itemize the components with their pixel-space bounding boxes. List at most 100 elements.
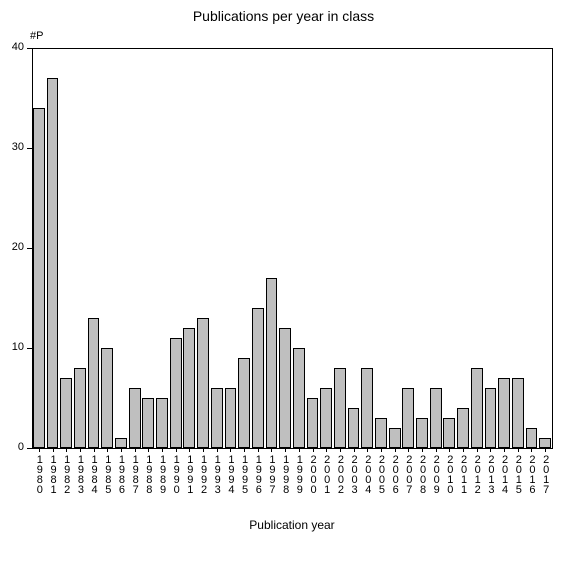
x-tick <box>258 448 259 452</box>
bar <box>183 328 195 448</box>
bar <box>485 388 497 448</box>
bar <box>375 418 387 448</box>
x-tick-label: 1992 <box>197 454 209 494</box>
x-tick <box>39 448 40 452</box>
bar <box>526 428 538 448</box>
x-tick <box>422 448 423 452</box>
x-tick <box>518 448 519 452</box>
y-tick-label: 0 <box>0 441 24 453</box>
bar <box>389 428 401 448</box>
x-tick <box>449 448 450 452</box>
bar <box>348 408 360 448</box>
x-tick <box>285 448 286 452</box>
x-tick <box>121 448 122 452</box>
x-tick-label: 1993 <box>211 454 223 494</box>
x-tick <box>66 448 67 452</box>
bar <box>60 378 72 448</box>
x-tick-label: 1995 <box>238 454 250 494</box>
x-tick-label: 2002 <box>334 454 346 494</box>
bar <box>457 408 469 448</box>
x-axis-title: Publication year <box>32 518 552 532</box>
x-tick-label: 1990 <box>170 454 182 494</box>
x-tick <box>313 448 314 452</box>
bar <box>498 378 510 448</box>
y-tick <box>27 148 32 149</box>
bar <box>238 358 250 448</box>
x-tick <box>326 448 327 452</box>
x-tick-label: 2008 <box>416 454 428 494</box>
x-tick <box>230 448 231 452</box>
x-tick-label: 1982 <box>60 454 72 494</box>
x-tick-label: 2003 <box>348 454 360 494</box>
bar <box>443 418 455 448</box>
x-tick <box>244 448 245 452</box>
x-tick-label: 1989 <box>156 454 168 494</box>
bar <box>512 378 524 448</box>
x-tick <box>436 448 437 452</box>
x-tick-label: 2005 <box>375 454 387 494</box>
x-tick-label: 2011 <box>457 454 469 494</box>
bar <box>47 78 59 448</box>
y-tick <box>27 248 32 249</box>
y-axis-label: #P <box>30 30 43 42</box>
x-tick-label: 1987 <box>129 454 141 494</box>
x-tick <box>504 448 505 452</box>
x-tick <box>381 448 382 452</box>
bar <box>74 368 86 448</box>
bar <box>252 308 264 448</box>
x-tick <box>299 448 300 452</box>
x-tick-label: 2004 <box>361 454 373 494</box>
x-tick <box>217 448 218 452</box>
bar <box>402 388 414 448</box>
bar <box>170 338 182 448</box>
x-tick-label: 1986 <box>115 454 127 494</box>
x-tick-label: 1991 <box>183 454 195 494</box>
bar <box>320 388 332 448</box>
bar <box>471 368 483 448</box>
x-tick-label: 2012 <box>471 454 483 494</box>
bar <box>211 388 223 448</box>
x-tick <box>148 448 149 452</box>
x-tick-label: 1998 <box>279 454 291 494</box>
bar <box>361 368 373 448</box>
x-axis <box>32 448 552 449</box>
bar <box>129 388 141 448</box>
x-tick <box>176 448 177 452</box>
x-tick-label: 1988 <box>142 454 154 494</box>
x-tick <box>107 448 108 452</box>
y-tick <box>27 448 32 449</box>
x-tick-label: 1985 <box>101 454 113 494</box>
x-tick <box>53 448 54 452</box>
bar <box>266 278 278 448</box>
x-tick <box>545 448 546 452</box>
x-tick-label: 1999 <box>293 454 305 494</box>
x-tick-label: 1994 <box>224 454 236 494</box>
bar <box>279 328 291 448</box>
x-tick <box>340 448 341 452</box>
y-tick-label: 30 <box>0 141 24 153</box>
x-tick-label: 1983 <box>74 454 86 494</box>
x-tick-label: 2000 <box>307 454 319 494</box>
x-tick <box>135 448 136 452</box>
y-tick-label: 10 <box>0 341 24 353</box>
x-tick <box>477 448 478 452</box>
bar <box>539 438 551 448</box>
x-tick <box>367 448 368 452</box>
x-tick-label: 2007 <box>402 454 414 494</box>
x-tick-label: 1997 <box>265 454 277 494</box>
x-tick <box>463 448 464 452</box>
chart-container: Publications per year in class #P Public… <box>0 0 567 567</box>
bar <box>334 368 346 448</box>
bar <box>33 108 45 448</box>
bar <box>156 398 168 448</box>
x-tick-label: 1984 <box>88 454 100 494</box>
x-tick <box>271 448 272 452</box>
x-tick-label: 2013 <box>484 454 496 494</box>
bar <box>115 438 127 448</box>
x-tick-label: 2016 <box>525 454 537 494</box>
x-tick <box>354 448 355 452</box>
x-tick <box>395 448 396 452</box>
bar <box>225 388 237 448</box>
y-tick <box>27 348 32 349</box>
x-tick-label: 1980 <box>33 454 45 494</box>
